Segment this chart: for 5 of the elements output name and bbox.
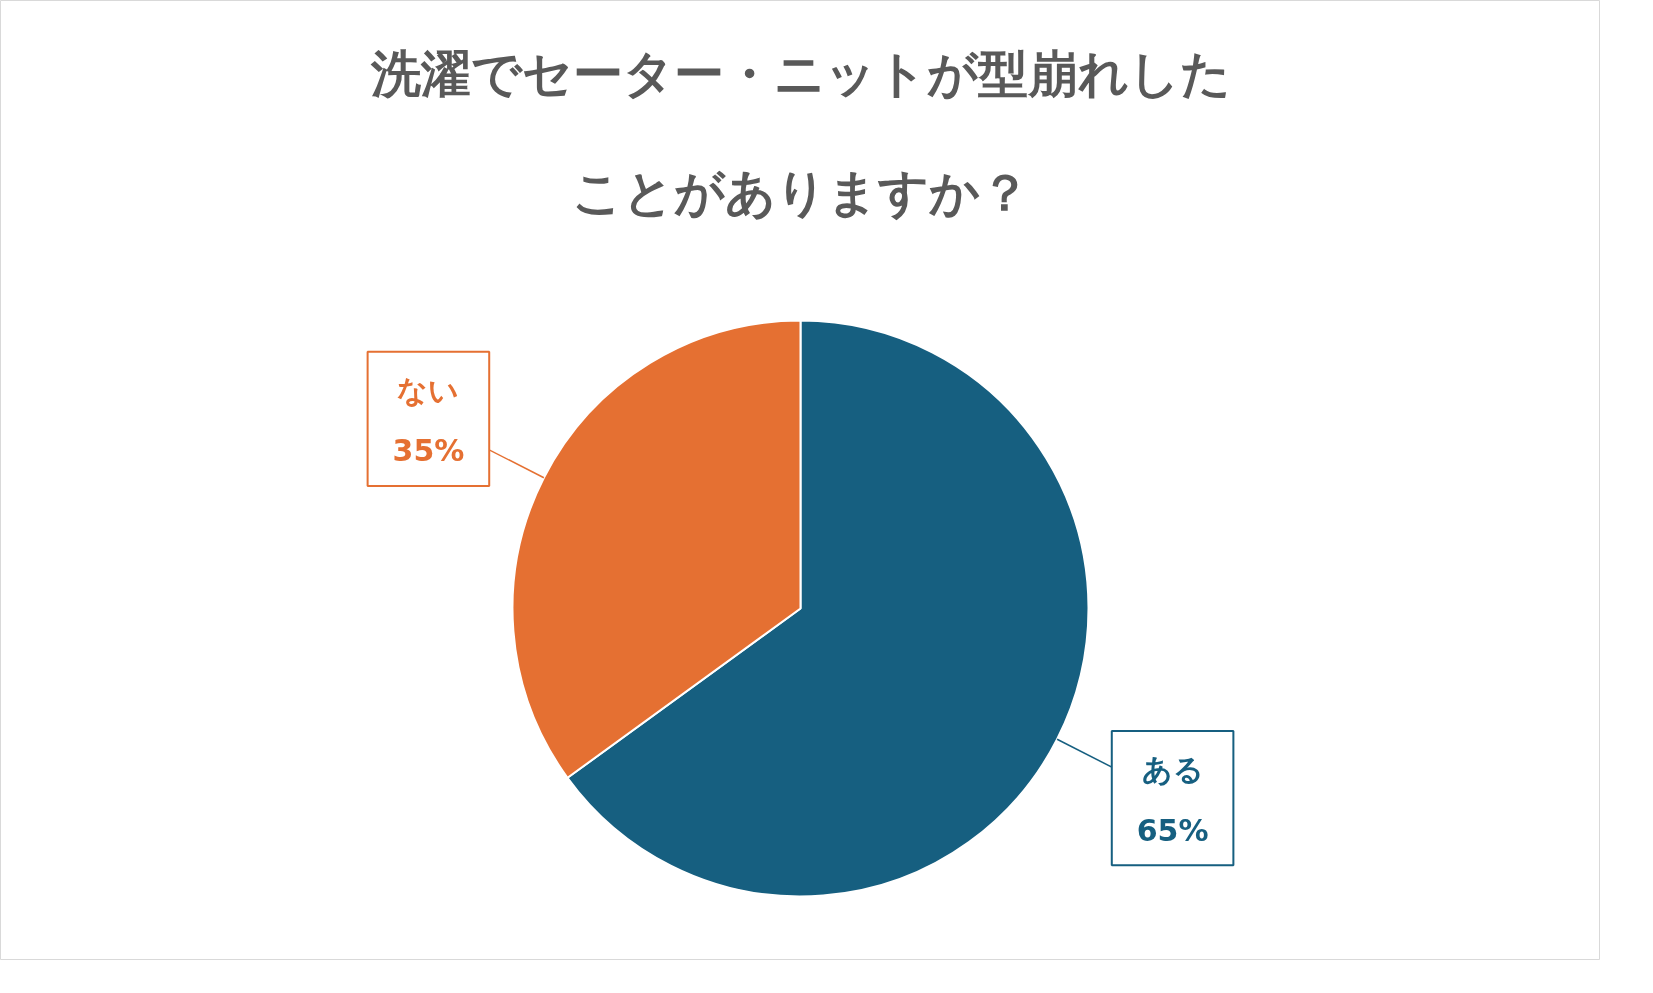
slice-label: ある (1141, 751, 1204, 787)
data-label: 35% (392, 433, 465, 469)
data-label: 65% (1136, 812, 1209, 848)
chart-title: 洗濯でセーター・ニットが型崩れしたことがありますか？ (370, 45, 1231, 222)
slice-label: ない (397, 372, 460, 408)
